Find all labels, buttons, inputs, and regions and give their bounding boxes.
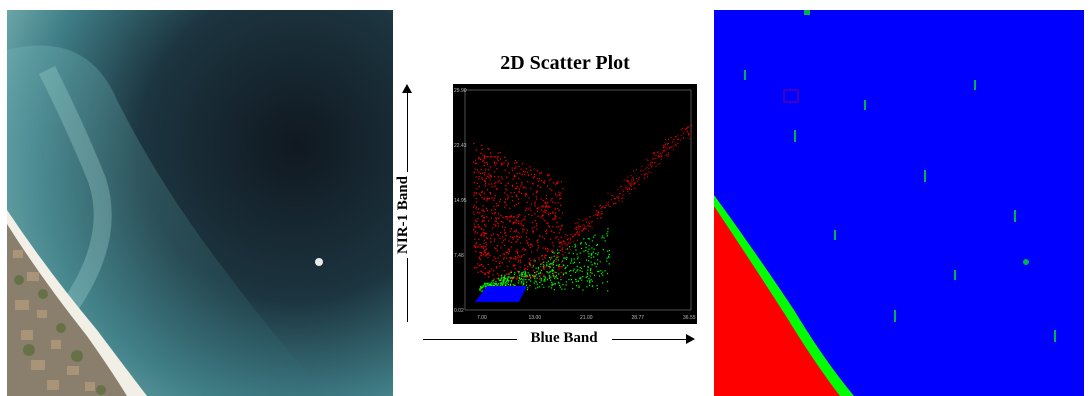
x-tick-label: 13.00 [529, 315, 542, 321]
y-axis-arrow-line [407, 92, 408, 172]
y-tick-label: 0.02 [454, 308, 464, 314]
y-tick-label: 7.48 [454, 253, 464, 259]
x-axis-label: Blue Band [530, 330, 598, 346]
scatter-plot: 0.02 7.48 14.95 22.43 29.90 7.00 13.00 21.00 28.… [453, 84, 697, 324]
scatter-series-blue [475, 286, 527, 302]
x-tick-label: 21.00 [580, 315, 593, 321]
classification-map [714, 10, 1084, 396]
y-tick-label: 22.43 [454, 143, 467, 149]
y-tick-label: 29.90 [454, 88, 467, 94]
y-axis-arrow-line-lower [407, 258, 408, 322]
x-axis-arrow-line-left [423, 339, 517, 340]
plot-title: 2D Scatter Plot [500, 52, 630, 74]
scatter-series-red [473, 124, 693, 281]
x-axis-arrow-head [686, 334, 695, 344]
y-axis-arrow-head [402, 84, 412, 93]
x-axis-arrow-line-right [612, 339, 686, 340]
y-axis-label: NIR-1 Band [395, 176, 411, 254]
y-tick-label: 14.95 [454, 198, 467, 204]
satellite-image [7, 10, 393, 396]
x-tick-label: 28.77 [632, 315, 645, 321]
x-tick-label: 36.55 [683, 315, 696, 321]
plot-frame [464, 89, 692, 311]
scatter-series-green [479, 228, 610, 293]
x-tick-label: 7.00 [477, 315, 487, 321]
